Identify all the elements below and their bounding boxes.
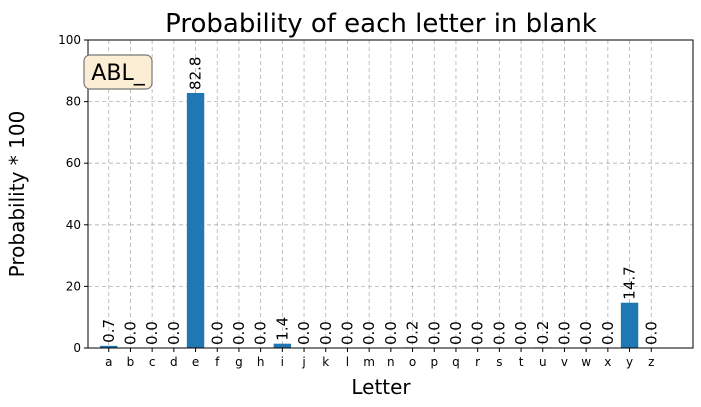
x-tick-label: v [561, 355, 568, 369]
bar-value-label: 0.0 [360, 321, 378, 345]
bars [100, 92, 639, 348]
x-tick-label: f [215, 355, 220, 369]
bar-value-label: 0.7 [100, 319, 118, 343]
x-axis-title: Letter [351, 375, 411, 399]
x-tick-label: k [322, 355, 329, 369]
bar-value-label: 0.0 [252, 321, 270, 345]
chart-title: Probability of each letter in blank [165, 9, 597, 39]
bar-value-label: 0.0 [469, 321, 487, 345]
x-tick-label: o [409, 355, 416, 369]
x-tick-label: p [430, 355, 438, 369]
x-tick-label: r [475, 355, 480, 369]
x-tick-label: s [496, 355, 502, 369]
bar-value-label: 0.0 [555, 321, 573, 345]
x-tick-label: c [149, 355, 156, 369]
x-tick-label: y [626, 355, 633, 369]
bar [620, 302, 639, 348]
bar-value-label: 0.0 [490, 321, 508, 345]
x-tick-label: i [281, 355, 284, 369]
bar-value-label: 82.8 [187, 57, 205, 90]
x-tick-label: t [519, 355, 524, 369]
bar-value-label: 0.0 [447, 321, 465, 345]
bar-value-label: 0.0 [295, 321, 313, 345]
x-tick-label: b [127, 355, 135, 369]
bar-value-label: 0.0 [338, 321, 356, 345]
bar-value-label: 0.0 [165, 321, 183, 345]
annotation-box: ABL_ [83, 54, 153, 90]
bar-value-label: 14.7 [621, 266, 639, 299]
y-tick-label: 20 [66, 279, 81, 293]
y-axis-title: Probability * 100 [5, 111, 29, 278]
bar-value-label: 0.2 [404, 321, 422, 345]
bar-value-label: 0.0 [599, 321, 617, 345]
x-tick-label: w [581, 355, 591, 369]
bar-value-label: 0.0 [512, 321, 530, 345]
x-tick-label: d [170, 355, 178, 369]
bar [186, 92, 205, 348]
x-tick-label: g [235, 355, 243, 369]
annotation-box-background [83, 54, 153, 90]
bar [273, 343, 292, 348]
x-tick-label: z [648, 355, 654, 369]
bar-value-labels: 0.7 0.0 0.0 0.082.80.0 0.0 0.0 1.4 0.0 0.0 0.0 0.0… [100, 57, 661, 345]
x-tick-label: m [363, 355, 375, 369]
bar-value-label: 0.0 [143, 321, 161, 345]
y-tick-label: 100 [58, 33, 81, 47]
y-tick-label: 60 [66, 156, 81, 170]
y-tick-label: 0 [73, 341, 81, 355]
x-tick-label: u [539, 355, 547, 369]
bar-value-label: 0.2 [534, 321, 552, 345]
x-tick-label: e [192, 355, 199, 369]
x-tick-label: x [604, 355, 611, 369]
x-tick-label: q [452, 355, 460, 369]
y-tick-label: 40 [66, 218, 81, 232]
bar-value-label: 0.0 [642, 321, 660, 345]
bar-value-label: 0.0 [425, 321, 443, 345]
y-axis: 0 20 40 60 80 100 [58, 33, 88, 355]
x-tick-label: h [257, 355, 265, 369]
bar-value-label: 0.0 [577, 321, 595, 345]
bar-value-label: 1.4 [273, 317, 291, 341]
x-tick-label: l [346, 355, 349, 369]
x-tick-label: n [387, 355, 395, 369]
y-tick-label: 80 [66, 95, 81, 109]
grid-lines [88, 39, 693, 349]
bar-value-label: 0.0 [208, 321, 226, 345]
annotation-text: ABL_ [91, 61, 145, 86]
bar-value-label: 0.0 [317, 321, 335, 345]
bar-value-label: 0.0 [382, 321, 400, 345]
x-tick-label: a [105, 355, 112, 369]
bar [100, 345, 118, 348]
bar-value-label: 0.0 [230, 321, 248, 345]
bar-value-label: 0.0 [121, 321, 139, 345]
x-tick-label: j [301, 355, 305, 369]
